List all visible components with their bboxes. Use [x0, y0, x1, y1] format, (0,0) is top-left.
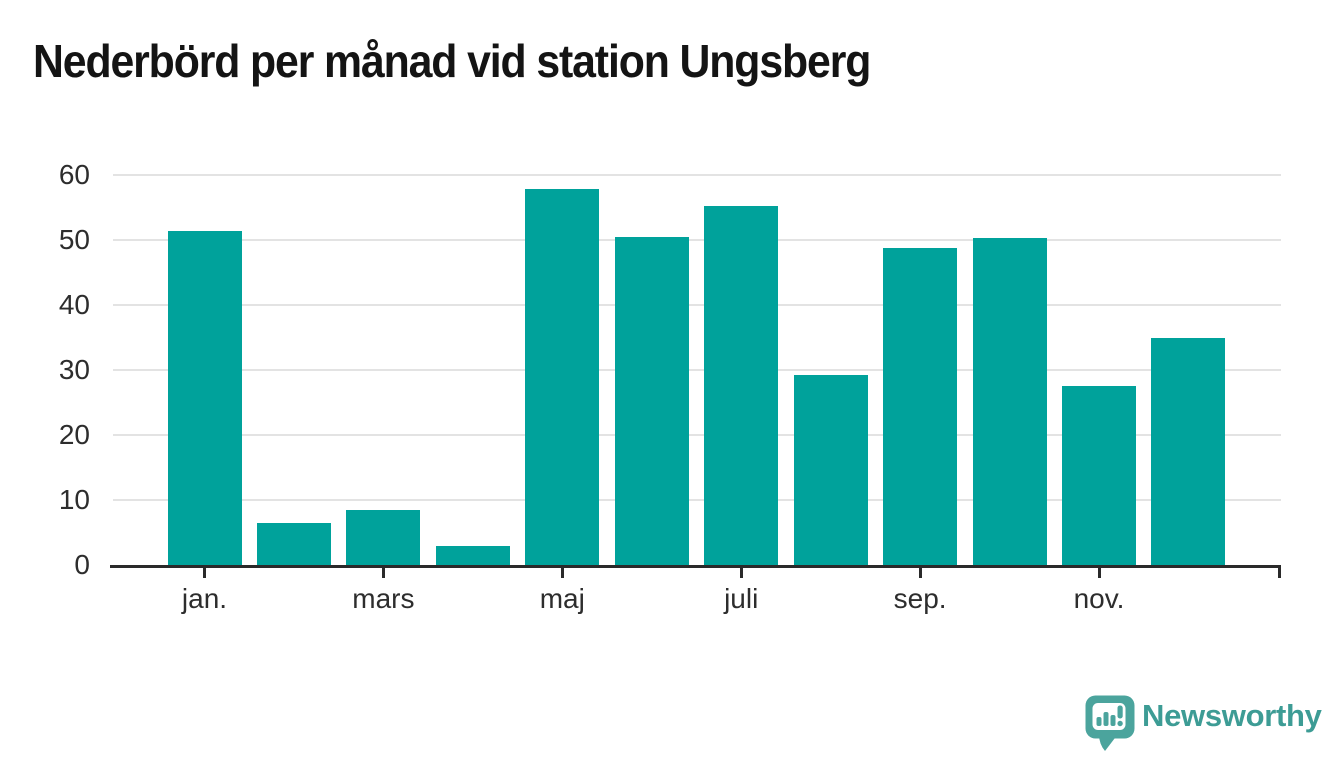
gridline-y-40	[113, 304, 1281, 306]
gridline-y-10	[113, 499, 1281, 501]
x-axis-end-tick	[1278, 566, 1281, 578]
x-tick	[203, 566, 206, 578]
y-tick-label: 60	[58, 159, 90, 190]
newsworthy-logo[interactable]: Newsworthy	[1084, 692, 1322, 754]
x-tick-label: juli	[724, 583, 759, 614]
x-axis-line	[110, 565, 1281, 568]
y-tick-label: 50	[58, 224, 90, 255]
x-tick	[918, 566, 922, 578]
bar-month-7	[704, 206, 778, 565]
gridline-y-50	[113, 239, 1281, 241]
bar-month-9	[883, 248, 957, 565]
x-tick	[739, 566, 743, 578]
x-tick-label: mars	[352, 583, 415, 614]
bar-month-6	[615, 237, 689, 565]
bar-month-5	[525, 189, 599, 565]
gridline-y-20	[113, 434, 1281, 436]
y-tick-label: 20	[58, 419, 90, 450]
x-tick-label: maj	[539, 583, 585, 614]
bar-month-2	[257, 523, 331, 565]
newsworthy-wordmark: Newsworthy	[1142, 698, 1322, 733]
x-tick	[560, 566, 564, 578]
x-tick-label: sep.	[893, 583, 947, 614]
gridline-y-30	[113, 369, 1281, 371]
bar-month-4	[436, 546, 510, 565]
bar-month-12	[1151, 338, 1225, 565]
x-tick-label: jan.	[181, 583, 228, 614]
chart-title: Nederbörd per månad vid station Ungsberg	[33, 35, 871, 87]
x-tick	[381, 566, 385, 578]
y-tick-label: 30	[58, 354, 90, 385]
bar-month-3	[346, 510, 420, 565]
x-tick	[1097, 566, 1101, 578]
bar-chart-speech-bubble-icon	[1085, 695, 1135, 751]
y-tick-label: 10	[58, 484, 90, 515]
bar-month-11	[1062, 386, 1136, 565]
y-tick-label: 0	[74, 549, 90, 580]
bar-month-1	[168, 231, 242, 565]
gridline-y-60	[113, 174, 1281, 176]
bar-month-10	[973, 238, 1047, 565]
bar-month-8	[794, 375, 868, 565]
y-tick-label: 40	[58, 289, 90, 320]
x-tick-label: nov.	[1073, 583, 1125, 614]
